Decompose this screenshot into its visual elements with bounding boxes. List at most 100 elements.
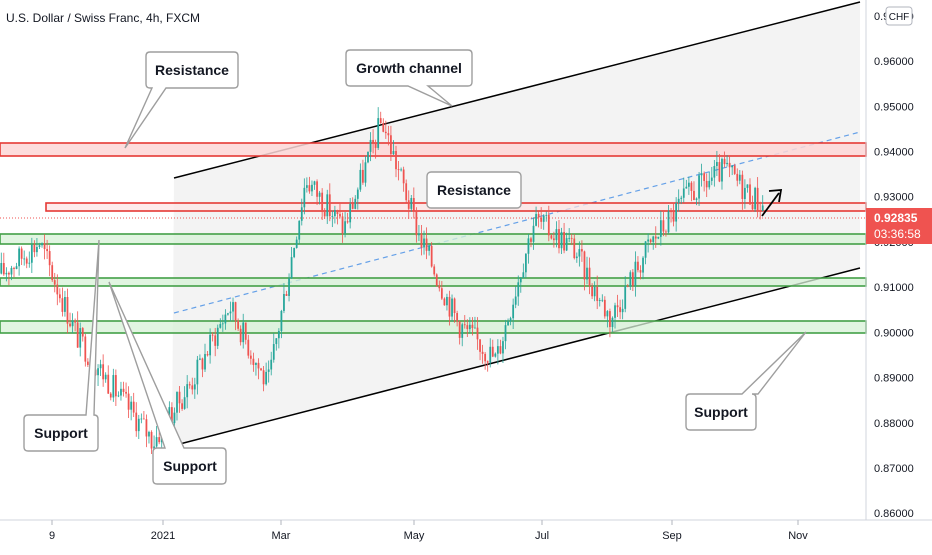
candle-body — [509, 318, 512, 322]
candle-body — [397, 169, 400, 171]
candle-body — [631, 272, 634, 286]
candle-body — [652, 236, 655, 243]
candle-body — [395, 151, 397, 170]
candle-body — [542, 215, 545, 222]
candle-body — [239, 328, 242, 343]
candle-body — [46, 249, 49, 252]
candle-body — [412, 198, 415, 211]
candle-body — [379, 118, 382, 124]
candle-body — [74, 320, 77, 323]
currency-badge[interactable]: CHF — [885, 6, 913, 26]
callout-support-bottom[interactable]: Support — [108, 281, 227, 485]
candle-body — [642, 257, 644, 273]
price-tick-label: 0.88000 — [874, 418, 914, 430]
candle-body — [362, 169, 364, 183]
price-tick-label: 0.93000 — [874, 192, 914, 204]
candle-body — [708, 180, 711, 188]
candle-body — [624, 286, 627, 309]
callout-support-right[interactable]: Support — [685, 331, 807, 431]
candle-body — [249, 355, 252, 359]
candle-body — [425, 238, 428, 251]
candle-body — [234, 302, 237, 321]
candle-body — [458, 321, 461, 338]
candle-body — [545, 214, 548, 216]
candle-body — [298, 220, 301, 240]
price-tick-label: 0.91000 — [874, 282, 914, 294]
candle-body — [553, 238, 555, 241]
candle-body — [677, 198, 680, 204]
candle-body — [741, 174, 744, 200]
callout-support-left[interactable]: Support — [23, 239, 100, 452]
time-tick-label: Mar — [272, 530, 291, 542]
candle-body — [216, 327, 219, 346]
candle-body — [519, 278, 522, 283]
candle-body — [10, 267, 13, 275]
price-tick-label: 0.96000 — [874, 56, 914, 68]
candle-body — [616, 305, 619, 308]
candle-body — [58, 294, 61, 299]
projection-arrow — [761, 189, 783, 217]
callout-resistance-left[interactable]: Resistance — [124, 51, 239, 149]
candle-body — [649, 239, 652, 243]
candle-body — [193, 384, 196, 390]
price-tick-label: 0.95000 — [874, 101, 914, 113]
candle-body — [609, 311, 611, 327]
candle-body — [242, 322, 245, 343]
candle-body — [744, 187, 746, 200]
candle-body — [313, 181, 316, 185]
candle-body — [721, 158, 723, 182]
candle-body — [305, 185, 308, 188]
candle-body — [670, 211, 672, 213]
callout-growth-channel-text: Growth channel — [356, 60, 462, 76]
candle-body — [430, 245, 433, 267]
candle-body — [654, 236, 657, 239]
candle-body — [36, 246, 38, 253]
candle-body — [494, 353, 497, 357]
candle-body — [703, 173, 706, 181]
currency-badge-box — [885, 6, 913, 26]
candle-body — [336, 210, 339, 215]
candle-body — [316, 181, 318, 197]
candle-body — [155, 437, 158, 447]
price-axis[interactable]: 0.970000.960000.950000.940000.930000.920… — [874, 11, 914, 520]
candle-body — [583, 251, 586, 280]
candle-body — [354, 198, 357, 209]
candle-body — [125, 391, 127, 394]
candle-body — [499, 346, 502, 354]
candle-body — [323, 212, 326, 217]
price-tick-label: 0.89000 — [874, 373, 914, 385]
candle-body — [145, 419, 148, 437]
candle-body — [374, 142, 377, 148]
growth-channel-fill — [172, 2, 860, 446]
candle-body — [726, 162, 728, 165]
candle-body — [657, 236, 660, 239]
candle-body — [440, 288, 443, 299]
candle-body — [558, 229, 560, 249]
callout-support-right-box — [685, 331, 807, 431]
time-tick-label: 9 — [49, 530, 55, 542]
candle-body — [372, 139, 374, 143]
candle-body — [142, 418, 145, 420]
candle-body — [547, 214, 550, 236]
channel-lower-line — [171, 267, 861, 447]
candle-body — [405, 183, 408, 201]
candle-body — [51, 265, 54, 281]
callout-growth-channel[interactable]: Growth channel — [345, 49, 473, 107]
candle-body — [690, 182, 693, 191]
callout-resistance-mid[interactable]: Resistance — [426, 171, 522, 209]
candle-body — [158, 437, 161, 443]
candle-body — [453, 298, 456, 314]
candle-body — [333, 210, 336, 217]
callout-resistance-mid-text: Resistance — [437, 182, 511, 198]
callout-resistance-left-box — [124, 51, 239, 149]
candle-body — [420, 233, 423, 248]
time-axis[interactable]: 9 2021 Mar May Jul Sep Nov — [49, 520, 808, 542]
candle-body — [81, 328, 84, 337]
callout-growth-channel-box — [345, 49, 473, 107]
resistance-zone-upper — [0, 142, 867, 157]
candle-body — [659, 220, 662, 237]
candle-body — [86, 361, 89, 365]
candle-body — [178, 391, 181, 404]
